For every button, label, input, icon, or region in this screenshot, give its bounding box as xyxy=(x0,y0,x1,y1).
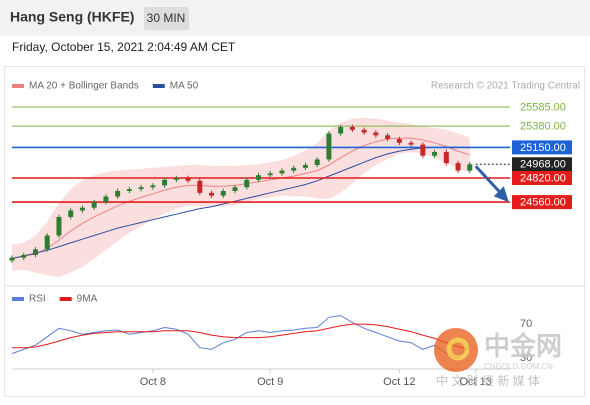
watermark-logo-ring xyxy=(446,337,470,361)
moving-average xyxy=(11,146,470,260)
candle-body xyxy=(185,177,191,181)
legend-swatch xyxy=(12,84,24,88)
watermark-name: 中金网 xyxy=(484,331,562,361)
candle-body xyxy=(455,163,461,171)
candle-body xyxy=(326,133,332,160)
candle-body xyxy=(408,142,414,145)
rsi-line xyxy=(12,323,470,350)
candle-body xyxy=(291,167,297,171)
candle-body xyxy=(150,185,156,188)
candle-body xyxy=(396,139,402,143)
level-box xyxy=(512,157,572,172)
candle-body xyxy=(91,202,97,208)
credit: Research © 2021 Trading Central xyxy=(431,81,580,92)
candle-body xyxy=(232,187,238,191)
candle-body xyxy=(267,173,273,176)
watermark-logo xyxy=(434,328,478,372)
candle-body xyxy=(443,152,449,164)
candle-body xyxy=(44,235,50,250)
candle-body xyxy=(197,180,203,193)
legend-swatch xyxy=(59,297,72,301)
header-bar xyxy=(0,0,590,36)
level-label: 24820.00 xyxy=(520,172,566,184)
candle-body xyxy=(32,249,38,255)
candle-body xyxy=(173,177,179,180)
level-label: 25585.00 xyxy=(520,101,566,113)
timeframe-label[interactable]: 30 MIN xyxy=(147,11,186,25)
forecast-arrow xyxy=(474,165,503,196)
chart-frame xyxy=(4,66,585,397)
candle-body xyxy=(256,175,261,180)
candle-body xyxy=(79,207,85,211)
legend-label: 9MA xyxy=(77,294,98,305)
timeframe-button[interactable] xyxy=(144,7,189,30)
candle-body xyxy=(467,164,473,171)
watermark-site: CNGOLD.COM.CN xyxy=(484,362,553,371)
candle-body xyxy=(432,152,438,156)
candle-body xyxy=(385,135,391,140)
y-tick-label: 30 xyxy=(520,352,532,364)
candle-body xyxy=(126,189,132,191)
candle-body xyxy=(420,144,426,156)
watermark: 中金网 CNGOLD.COM.CN 中 文 财 经 新 媒 体 xyxy=(434,328,562,388)
candle-body xyxy=(361,129,367,133)
candle-body xyxy=(373,132,379,136)
candle-body xyxy=(56,216,62,236)
level-label: 25380.00 xyxy=(520,120,566,132)
candle-body xyxy=(220,190,226,196)
level-box xyxy=(512,195,572,210)
x-tick-label: Oct 8 xyxy=(140,376,166,388)
legend-swatch xyxy=(12,297,24,301)
candle-body xyxy=(279,170,285,174)
candle-body xyxy=(349,126,355,130)
candle-body xyxy=(138,187,144,190)
candle-body xyxy=(9,257,15,261)
instrument-title: Hang Seng (HKFE) xyxy=(10,9,134,25)
candle-body xyxy=(21,254,27,258)
legend-label: RSI xyxy=(29,294,46,305)
candle-body xyxy=(314,159,320,166)
legend-label: MA 20 + Bollinger Bands xyxy=(29,81,139,92)
x-tick-label: Oct 13 xyxy=(459,376,491,388)
forecast-arrowhead xyxy=(493,186,509,203)
rsi-line xyxy=(11,315,471,359)
candle-body xyxy=(103,196,109,203)
level-label: 25150.00 xyxy=(520,142,566,154)
candle-body xyxy=(209,192,215,196)
date-line: Friday, October 15, 2021 2:04:49 AM CET xyxy=(12,40,236,54)
candle-body xyxy=(162,179,168,186)
x-tick-label: Oct 9 xyxy=(257,376,283,388)
legend-swatch xyxy=(152,84,165,88)
candle-body xyxy=(68,210,74,217)
y-tick-label: 70 xyxy=(520,318,532,330)
candle-body xyxy=(338,126,344,134)
level-box xyxy=(512,170,572,185)
moving-average xyxy=(11,137,470,259)
candle-body xyxy=(244,179,250,188)
level-label: 24560.00 xyxy=(520,197,566,209)
legend-label: MA 50 xyxy=(170,81,199,92)
candle-body xyxy=(302,165,308,168)
level-label: 24968.00 xyxy=(520,159,566,171)
x-tick-label: Oct 12 xyxy=(383,376,415,388)
candle-body xyxy=(115,190,121,197)
bollinger-band xyxy=(12,117,470,278)
watermark-slogan: 中 文 财 经 新 媒 体 xyxy=(436,373,540,388)
level-box xyxy=(512,140,572,155)
